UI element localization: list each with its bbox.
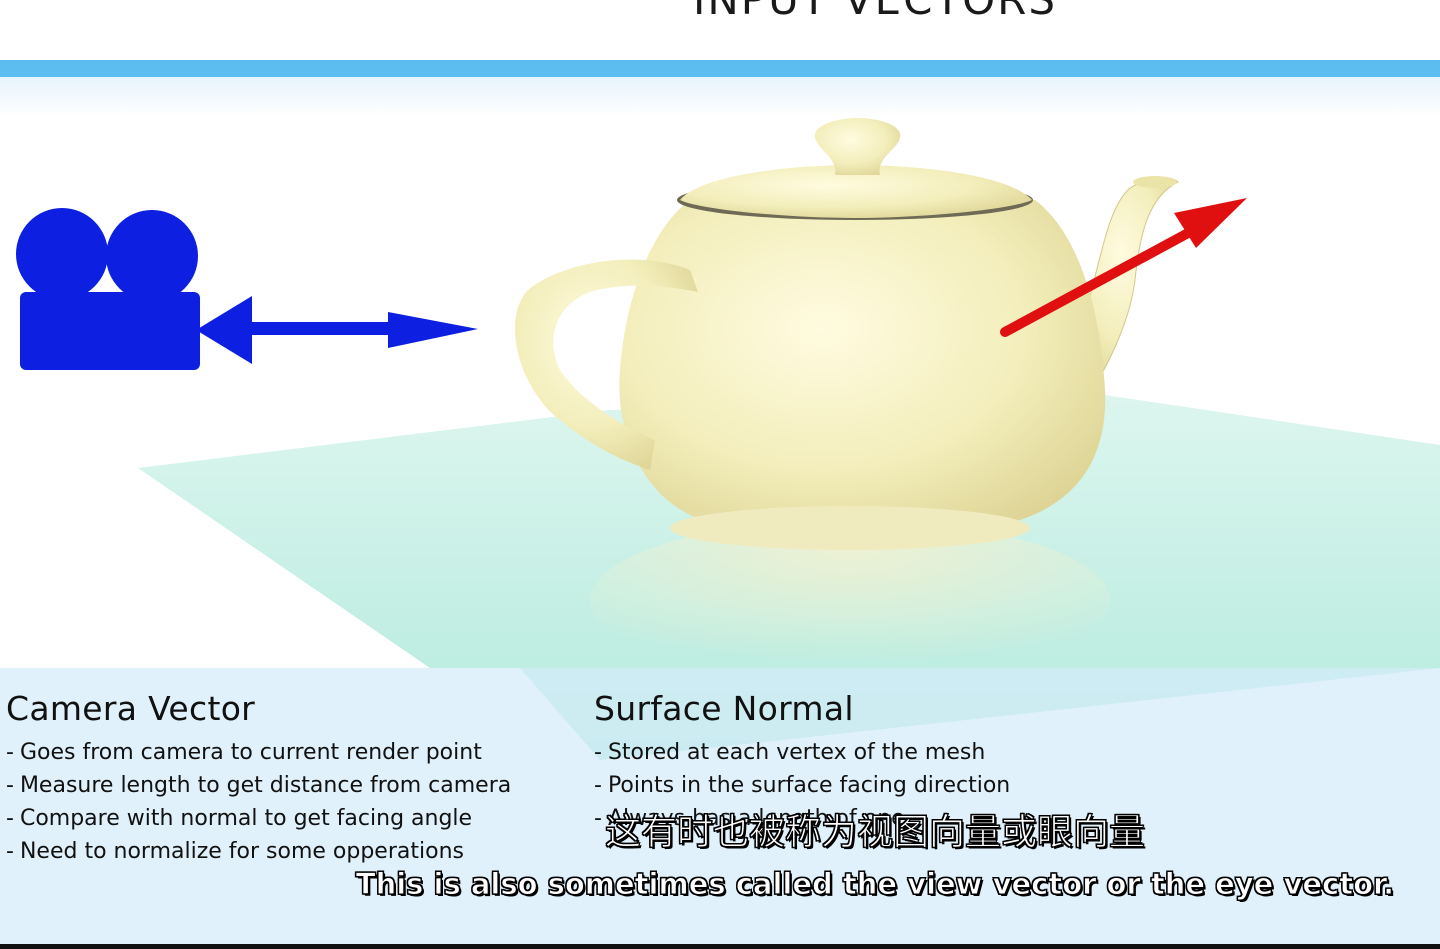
surface-normal-section: Surface Normal - Stored at each vertex of… bbox=[594, 686, 1154, 835]
teapot-reflection bbox=[590, 520, 1110, 680]
teapot-icon bbox=[514, 118, 1179, 550]
surface-normal-heading: Surface Normal bbox=[594, 689, 854, 728]
slide-title: INPUT VECTORS bbox=[0, 0, 1440, 30]
list-item: - Points in the surface facing direction bbox=[594, 773, 1011, 798]
subtitle-chinese: 这有时也被称为视图向量或眼向量 bbox=[604, 812, 1145, 854]
header-glow bbox=[0, 77, 1440, 117]
camera-vector-heading: Camera Vector bbox=[6, 689, 256, 728]
camera-vector-section: Camera Vector - Goes from camera to curre… bbox=[6, 686, 566, 868]
surface-normal-list: - Stored at each vertex of the mesh - Poin… bbox=[594, 736, 1154, 835]
list-item: - Measure length to get distance from cam… bbox=[6, 773, 512, 798]
list-item: - Always has a length of one bbox=[594, 806, 905, 831]
list-item: - Compare with normal to get facing angle bbox=[6, 806, 473, 831]
header-bar bbox=[0, 60, 1440, 77]
camera-vector-list: - Goes from camera to current render poin… bbox=[6, 736, 566, 868]
list-item: - Stored at each vertex of the mesh bbox=[594, 740, 986, 765]
video-camera-icon bbox=[16, 208, 252, 370]
list-item: - Need to normalize for some opperations bbox=[6, 839, 464, 864]
right-arrow-icon bbox=[250, 312, 478, 348]
bottom-border bbox=[0, 944, 1440, 949]
list-item: - Goes from camera to current render poin… bbox=[6, 740, 482, 765]
subtitle-english: This is also sometimes called the view v… bbox=[355, 867, 1395, 902]
info-panel bbox=[0, 668, 1440, 944]
up-right-arrow-icon bbox=[1000, 198, 1247, 337]
